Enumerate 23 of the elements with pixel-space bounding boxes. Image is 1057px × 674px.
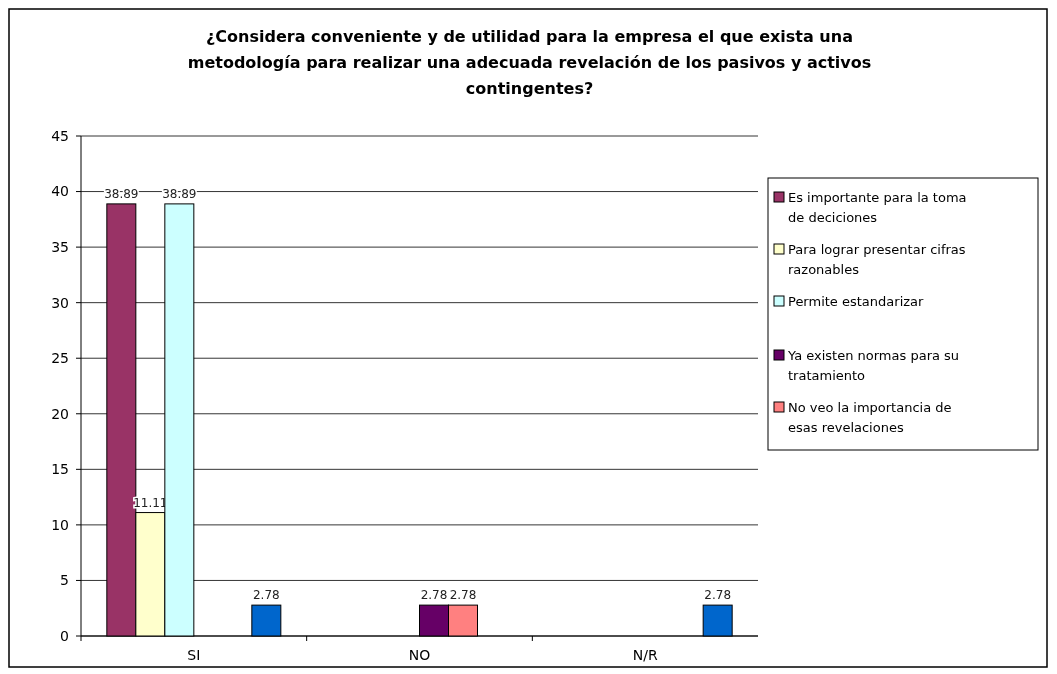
y-tick-label: 30 [51, 294, 69, 311]
y-tick-label: 40 [51, 183, 69, 200]
y-tick-label: 25 [51, 350, 69, 367]
legend-label: No veo la importancia de esas revelaciones [788, 400, 952, 435]
legend-label: Permite estandarizar [788, 294, 925, 309]
x-tick-label: NO [408, 647, 431, 663]
y-tick-label: 0 [60, 627, 69, 644]
legend-label: Es importante para la toma de deciciones [788, 190, 967, 225]
y-tick-label: 20 [51, 405, 69, 422]
data-label: 2.78 [420, 588, 448, 603]
data-label: 2.78 [449, 588, 477, 603]
y-tick-label: 35 [51, 239, 69, 256]
data-label: 2.78 [704, 588, 732, 603]
legend-label: Para lograr presentar cifras razonables [788, 242, 966, 277]
y-tick-label: 10 [51, 516, 69, 533]
data-label: 2.78 [252, 588, 280, 603]
x-tick-label: SI [187, 647, 201, 663]
chart-title: ¿Considera conveniente y de utilidad para la empresa el que exista una metodología para realizar una adecuada revelación de los pasivos y activos contingentes? [187, 27, 872, 98]
y-tick-label: 5 [60, 572, 69, 589]
legend-label: Ya existen normas para su tratamiento [787, 348, 960, 383]
y-tick-label: 15 [51, 461, 69, 478]
x-tick-label: N/R [632, 647, 658, 663]
y-tick-label: 45 [51, 127, 69, 144]
